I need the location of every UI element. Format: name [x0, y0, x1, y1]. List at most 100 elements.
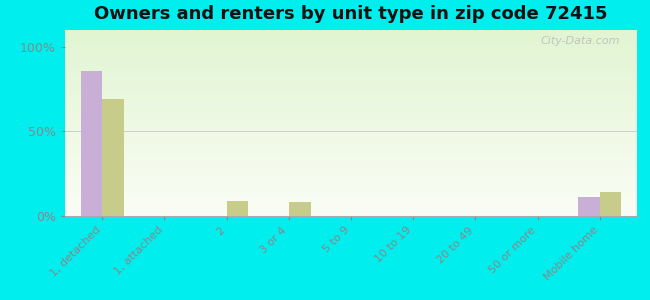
- Bar: [65, 66, 637, 67]
- Bar: [65, 127, 637, 128]
- Bar: [65, 95, 637, 96]
- Bar: [81, 70, 102, 216]
- Bar: [65, 111, 637, 112]
- Bar: [65, 212, 637, 213]
- Bar: [65, 112, 637, 113]
- Bar: [65, 113, 637, 114]
- Bar: [65, 209, 637, 210]
- Bar: [65, 104, 637, 105]
- Bar: [65, 68, 637, 69]
- Bar: [65, 38, 637, 39]
- Bar: [102, 99, 124, 216]
- Bar: [65, 161, 637, 162]
- Bar: [65, 50, 637, 51]
- Bar: [65, 42, 637, 43]
- Bar: [65, 83, 637, 84]
- Bar: [65, 78, 637, 79]
- Bar: [65, 124, 637, 125]
- Bar: [65, 148, 637, 149]
- Bar: [578, 197, 600, 216]
- Bar: [65, 54, 637, 55]
- Bar: [65, 167, 637, 168]
- Bar: [65, 57, 637, 58]
- Bar: [65, 67, 637, 68]
- Bar: [65, 205, 637, 206]
- Bar: [65, 114, 637, 115]
- Bar: [65, 138, 637, 139]
- Bar: [65, 118, 637, 119]
- Bar: [600, 192, 621, 216]
- Bar: [65, 58, 637, 59]
- Bar: [65, 36, 637, 37]
- Bar: [65, 87, 637, 88]
- Bar: [65, 154, 637, 155]
- Bar: [65, 141, 637, 142]
- Bar: [65, 172, 637, 173]
- Bar: [65, 150, 637, 151]
- Bar: [65, 179, 637, 180]
- Bar: [65, 84, 637, 85]
- Bar: [65, 93, 637, 94]
- Bar: [65, 43, 637, 44]
- Bar: [65, 64, 637, 65]
- Bar: [65, 169, 637, 170]
- Bar: [65, 126, 637, 127]
- Bar: [65, 117, 637, 118]
- Bar: [65, 162, 637, 163]
- Bar: [65, 158, 637, 159]
- Bar: [65, 159, 637, 160]
- Bar: [65, 99, 637, 100]
- Bar: [65, 55, 637, 56]
- Bar: [65, 195, 637, 196]
- Bar: [65, 201, 637, 202]
- Bar: [65, 125, 637, 126]
- Bar: [65, 206, 637, 207]
- Bar: [65, 116, 637, 117]
- Bar: [65, 37, 637, 38]
- Bar: [65, 215, 637, 216]
- Bar: [65, 192, 637, 193]
- Bar: [65, 134, 637, 135]
- Bar: [65, 145, 637, 146]
- Bar: [65, 175, 637, 176]
- Bar: [65, 102, 637, 103]
- Bar: [65, 121, 637, 122]
- Bar: [65, 189, 637, 190]
- Bar: [65, 165, 637, 166]
- Bar: [65, 129, 637, 130]
- Bar: [65, 45, 637, 46]
- Bar: [65, 31, 637, 32]
- Bar: [65, 131, 637, 132]
- Bar: [65, 177, 637, 178]
- Bar: [65, 144, 637, 145]
- Bar: [65, 164, 637, 165]
- Bar: [65, 105, 637, 106]
- Bar: [65, 152, 637, 153]
- Bar: [65, 60, 637, 61]
- Bar: [65, 135, 637, 136]
- Bar: [65, 61, 637, 63]
- Bar: [65, 128, 637, 129]
- Bar: [65, 182, 637, 183]
- Bar: [65, 149, 637, 150]
- Bar: [65, 186, 637, 187]
- Bar: [65, 193, 637, 194]
- Bar: [65, 96, 637, 97]
- Bar: [65, 79, 637, 80]
- Bar: [65, 143, 637, 144]
- Bar: [65, 86, 637, 87]
- Bar: [65, 97, 637, 98]
- Bar: [65, 196, 637, 197]
- Bar: [65, 44, 637, 45]
- Bar: [65, 199, 637, 200]
- Bar: [65, 109, 637, 110]
- Bar: [65, 73, 637, 74]
- Bar: [65, 176, 637, 177]
- Bar: [65, 32, 637, 33]
- Bar: [65, 85, 637, 86]
- Bar: [65, 65, 637, 66]
- Bar: [65, 194, 637, 195]
- Bar: [65, 153, 637, 154]
- Bar: [65, 115, 637, 116]
- Bar: [65, 169, 637, 170]
